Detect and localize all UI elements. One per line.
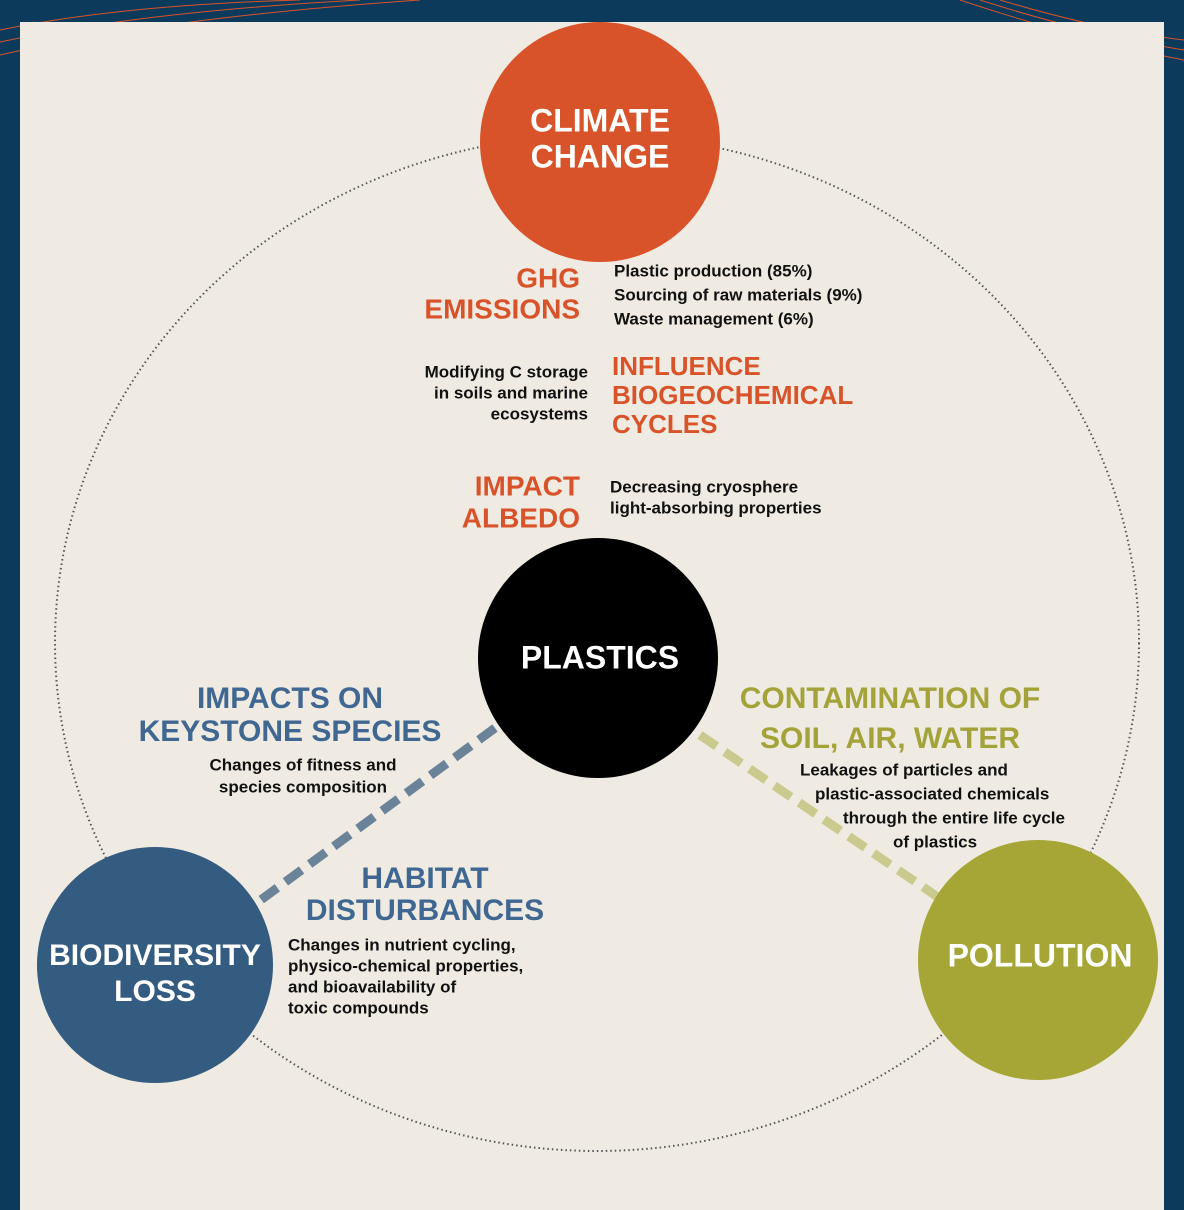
link-label: IMPACTS ON (197, 682, 383, 715)
node-title: LOSS (114, 975, 196, 1008)
node-circle (918, 840, 1158, 1080)
link-line (697, 731, 948, 906)
link-label: IMPACT (475, 470, 580, 501)
link-detail: in soils and marine (434, 383, 588, 402)
link-detail: Leakages of particles and (800, 760, 1008, 779)
link-detail: light-absorbing properties (610, 498, 822, 517)
link-detail: Sourcing of raw materials (9%) (614, 285, 862, 304)
node-title: CLIMATE (530, 102, 670, 138)
orbit (54, 134, 1140, 1152)
link-label: ALBEDO (462, 502, 580, 533)
node-title: CHANGE (531, 138, 670, 174)
link-detail: through the entire life cycle (843, 808, 1065, 827)
link-label: SOIL, AIR, WATER (760, 722, 1020, 755)
link-label: GHG (516, 262, 580, 293)
node-circle (478, 538, 718, 778)
link-label: CONTAMINATION OF (740, 682, 1041, 715)
link-detail: Changes in nutrient cycling, (288, 935, 516, 954)
link-label: KEYSTONE SPECIES (139, 715, 442, 748)
link-detail: of plastics (893, 832, 977, 851)
link-label: BIOGEOCHEMICAL (612, 380, 853, 410)
node-title: POLLUTION (948, 937, 1133, 973)
link-label: DISTURBANCES (306, 894, 544, 927)
link-detail: species composition (219, 777, 387, 796)
link-label: CYCLES (612, 409, 717, 439)
node-title: PLASTICS (521, 639, 679, 675)
link-detail: Plastic production (85%) (614, 261, 812, 280)
link-detail: Modifying C storage (425, 362, 588, 381)
link-line (255, 724, 498, 906)
link-label: HABITAT (361, 862, 488, 895)
node-circle (480, 22, 720, 262)
link-detail: plastic-associated chemicals (815, 784, 1049, 803)
link-detail: and bioavailability of (288, 977, 456, 996)
link-detail: Changes of fitness and (209, 755, 396, 774)
link-detail: Decreasing cryosphere (610, 477, 798, 496)
node-circle (37, 847, 273, 1083)
link-detail: ecosystems (491, 404, 588, 423)
link-label: INFLUENCE (612, 351, 761, 381)
link-detail: Waste management (6%) (614, 309, 814, 328)
link-detail: physico-chemical properties, (288, 956, 523, 975)
node-title: BIODIVERSITY (49, 939, 261, 972)
link-detail: toxic compounds (288, 998, 429, 1017)
link-label: EMISSIONS (424, 293, 580, 324)
